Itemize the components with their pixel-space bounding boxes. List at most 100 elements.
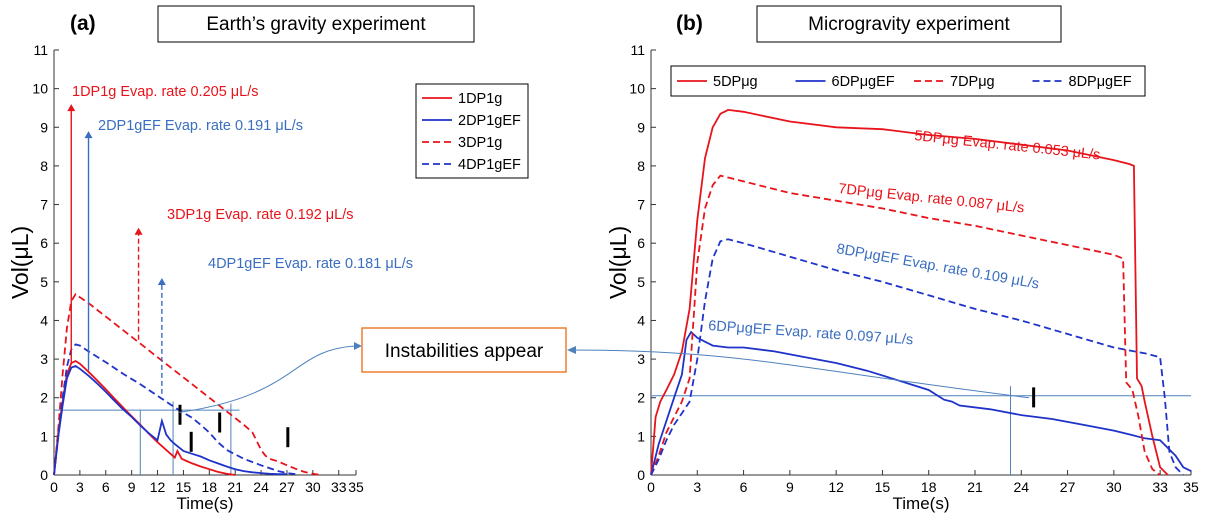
series-line-8DPμgEF xyxy=(650,238,1184,476)
y-tick-label: 3 xyxy=(40,351,48,367)
y-tick-label: 4 xyxy=(40,312,48,328)
legend-label: 8DPμgEF xyxy=(1069,74,1132,90)
y-tick-label: 4 xyxy=(637,312,645,328)
x-tick-label: 24 xyxy=(1013,479,1029,495)
instabilities-callout: Instabilities appear xyxy=(361,327,567,373)
x-tick-label: 27 xyxy=(279,479,295,495)
panel-b-title: Microgravity experiment xyxy=(808,14,1010,35)
x-tick-label: 3 xyxy=(693,479,701,495)
panel-b: (b) Microgravity experiment xyxy=(676,5,1062,43)
legend-box xyxy=(670,65,1146,97)
x-tick-label: 6 xyxy=(102,479,110,495)
x-tick-label: 30 xyxy=(305,479,321,495)
y-tick-label: 0 xyxy=(40,467,48,483)
callout-connectors xyxy=(179,342,1030,413)
x-axis-label: Time(s) xyxy=(893,494,950,513)
connector-arrow-b xyxy=(567,346,576,354)
y-axis-label: Vol(μL) xyxy=(605,226,631,299)
y-tick-label: 10 xyxy=(629,81,645,97)
evap-rate-annotation: 3DP1g Evap. rate 0.192 μL/s xyxy=(167,207,354,223)
y-tick-label: 5 xyxy=(40,274,48,290)
legend-box xyxy=(415,83,529,179)
x-tick-label: 18 xyxy=(202,479,218,495)
x-tick-label: 27 xyxy=(1060,479,1076,495)
panel-a-title: Earth’s gravity experiment xyxy=(206,14,426,35)
evap-rate-annotation: 4DP1gEF Evap. rate 0.181 μL/s xyxy=(208,256,413,272)
connector-arrow-a xyxy=(354,342,362,350)
evap-rate-annotation: 7DPμg Evap. rate 0.087 μL/s xyxy=(838,181,1025,216)
legend: 5DPμg 6DPμgEF 7DPμg 8DPμgEF xyxy=(670,65,1146,97)
x-tick-label: 15 xyxy=(875,479,891,495)
series-line-5DPμg xyxy=(650,108,1169,476)
y-tick-label: 7 xyxy=(637,197,645,213)
y-tick-label: 8 xyxy=(637,158,645,174)
rate-arrow-head xyxy=(134,227,143,235)
x-tick-label: 33 xyxy=(1152,479,1168,495)
legend: 1DP1g 2DP1gEF 3DP1g 4DP1gEF xyxy=(415,83,529,179)
y-tick-label: 0 xyxy=(637,467,645,483)
y-axis-label: Vol(μL) xyxy=(7,226,33,299)
y-tick-label: 11 xyxy=(33,42,48,58)
legend-label: 5DPμg xyxy=(713,74,758,90)
y-tick-label: 1 xyxy=(40,428,48,444)
y-tick-label: 2 xyxy=(40,390,48,406)
rate-arrow-head xyxy=(84,131,93,139)
x-tick-label: 21 xyxy=(967,479,983,495)
x-tick-label: 0 xyxy=(647,479,655,495)
y-tick-label: 9 xyxy=(637,119,645,135)
x-tick-label: 0 xyxy=(50,479,58,495)
panel-b-label: (b) xyxy=(676,12,703,35)
x-tick-label: 24 xyxy=(253,479,269,495)
panel-b-title-box xyxy=(756,5,1062,43)
evap-rate-annotation: 6DPμgEF Evap. rate 0.097 μL/s xyxy=(708,318,914,348)
connector-curve-b xyxy=(567,349,1030,399)
y-tick-label: 11 xyxy=(630,42,645,58)
x-tick-label: 18 xyxy=(921,479,937,495)
x-tick-label: 33 xyxy=(331,479,347,495)
rate-arrow-head xyxy=(157,277,166,285)
evap-rate-annotation: 1DP1g Evap. rate 0.205 μL/s xyxy=(72,84,259,100)
x-tick-label: 3 xyxy=(76,479,84,495)
x-tick-label: 9 xyxy=(128,479,136,495)
x-tick-label: 12 xyxy=(828,479,844,495)
x-tick-label: 21 xyxy=(227,479,243,495)
series-line-4DP1gEF xyxy=(53,343,296,476)
y-tick-label: 6 xyxy=(40,235,48,251)
y-tick-label: 6 xyxy=(637,235,645,251)
series-line-2DP1gEF xyxy=(53,364,287,476)
x-tick-label: 15 xyxy=(176,479,192,495)
x-tick-label: 12 xyxy=(150,479,166,495)
x-tick-label: 35 xyxy=(348,479,364,495)
legend-label: 4DP1gEF xyxy=(458,157,521,173)
x-tick-label: 9 xyxy=(786,479,794,495)
x-tick-label: 30 xyxy=(1106,479,1122,495)
legend-label: 7DPμg xyxy=(950,74,995,90)
legend-label: 3DP1g xyxy=(458,135,502,151)
panel-a: (a) Earth’s gravity experiment xyxy=(70,5,475,43)
panel-a-label: (a) xyxy=(70,12,96,35)
evap-rate-annotation: 5DPμg Evap. rate 0.053 μL/s xyxy=(914,128,1101,163)
instabilities-box xyxy=(361,327,567,373)
series-line-7DPμg xyxy=(650,174,1161,476)
y-tick-label: 5 xyxy=(637,274,645,290)
series-line-3DP1g xyxy=(53,292,322,476)
y-tick-label: 2 xyxy=(637,390,645,406)
connector-curve-a xyxy=(179,345,356,413)
series-line-6DPμgEF xyxy=(650,330,1192,476)
y-tick-label: 8 xyxy=(40,158,48,174)
legend-label: 2DP1gEF xyxy=(458,113,521,129)
x-tick-label: 35 xyxy=(1183,479,1199,495)
x-axis-label: Time(s) xyxy=(177,494,234,513)
y-tick-label: 3 xyxy=(637,351,645,367)
rate-arrow-head xyxy=(67,104,76,112)
y-tick-label: 7 xyxy=(40,197,48,213)
y-tick-label: 1 xyxy=(637,428,645,444)
panel-a-title-box xyxy=(157,5,475,43)
y-tick-label: 10 xyxy=(32,81,48,97)
legend-label: 6DPμgEF xyxy=(832,74,895,90)
legend-label: 1DP1g xyxy=(458,91,502,107)
x-tick-label: 6 xyxy=(740,479,748,495)
